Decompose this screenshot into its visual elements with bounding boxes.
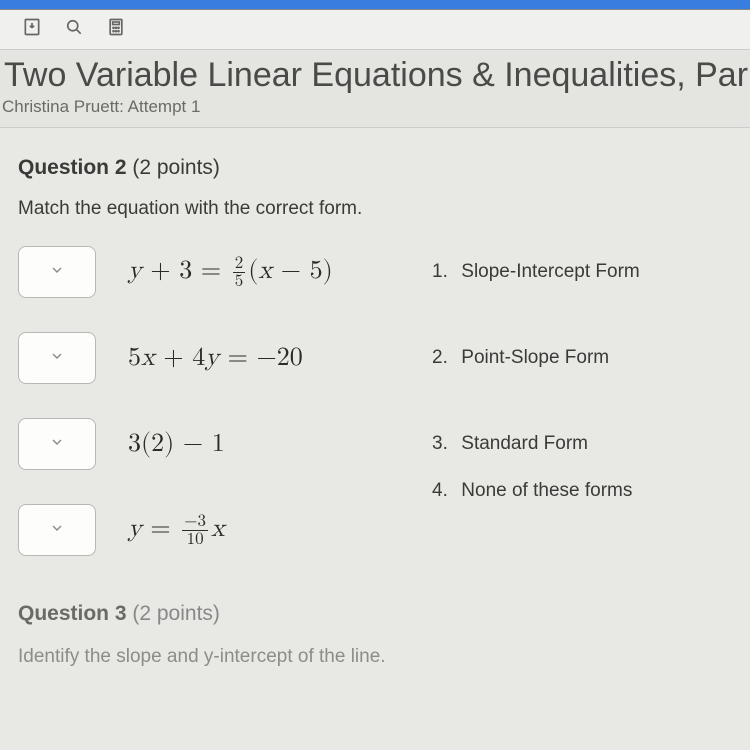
matching-grid: y + 3 = 25(x − 5) 1. Slope-Intercept For… (18, 246, 732, 556)
eq-text: = (142, 516, 180, 542)
spacer (18, 384, 732, 418)
eq-var: y (205, 345, 219, 371)
answer-number: 2. (432, 347, 456, 369)
chevron-down-icon (49, 348, 65, 369)
answer-option-3: 3. Standard Form (426, 433, 732, 455)
question-label: Question 3 (18, 602, 127, 625)
equation-4: y = −310x (128, 513, 408, 548)
equation-1: y + 3 = 25(x − 5) (128, 255, 408, 290)
answer-label: Standard Form (461, 433, 588, 454)
match-select-2[interactable] (18, 332, 96, 384)
answer-number: 3. (432, 433, 456, 455)
eq-var: x (258, 258, 272, 284)
chevron-down-icon (49, 520, 65, 541)
frac-den: 10 (185, 531, 206, 548)
eq-text: − 5) (272, 258, 333, 284)
answer-number: 1. (432, 261, 456, 283)
spacer (18, 298, 732, 332)
match-select-3[interactable] (18, 418, 96, 470)
header: Two Variable Linear Equations & Inequali… (0, 50, 750, 128)
eq-var: y (128, 258, 142, 284)
question-3: Question 3 (2 points) Identify the slope… (18, 602, 732, 668)
question-points: (2 points) (132, 156, 220, 179)
frac-num: −3 (182, 513, 208, 531)
question-2-prompt: Match the equation with the correct form… (18, 198, 732, 220)
fraction: 25 (233, 255, 246, 290)
question-label: Question 2 (18, 156, 127, 179)
fraction: −310 (182, 513, 208, 548)
search-icon[interactable] (64, 17, 84, 42)
eq-text: + 4 (155, 345, 206, 371)
attempt-subtitle: Christina Pruett: Attempt 1 (0, 95, 750, 123)
answer-number: 4. (432, 480, 456, 502)
match-select-4[interactable] (18, 504, 96, 556)
answer-option-4: 4. None of these forms (426, 480, 732, 502)
eq-text: + 3 = (142, 258, 230, 284)
answer-label: Slope-Intercept Form (461, 261, 639, 282)
chevron-down-icon (49, 262, 65, 283)
eq-var: x (211, 516, 225, 542)
question-points: (2 points) (132, 602, 220, 625)
browser-tab-strip (0, 0, 750, 10)
page-title: Two Variable Linear Equations & Inequali… (0, 54, 750, 95)
eq-text: 3(2) − 1 (128, 431, 225, 457)
frac-den: 5 (233, 273, 246, 290)
toolbar (0, 10, 750, 50)
eq-var: x (141, 345, 155, 371)
answer-label: None of these forms (461, 480, 632, 501)
equation-3: 3(2) − 1 (128, 429, 408, 460)
chevron-down-icon (49, 434, 65, 455)
download-icon[interactable] (22, 17, 42, 42)
eq-text: = −20 (219, 345, 303, 371)
question-3-prompt: Identify the slope and y-intercept of th… (18, 646, 732, 668)
answer-label: Point-Slope Form (461, 347, 609, 368)
eq-text: 5 (128, 345, 141, 371)
frac-num: 2 (233, 255, 246, 273)
match-select-1[interactable] (18, 246, 96, 298)
answer-option-1: 1. Slope-Intercept Form (426, 261, 732, 283)
eq-text: ( (248, 258, 258, 284)
answer-option-2: 2. Point-Slope Form (426, 347, 732, 369)
calculator-icon[interactable] (106, 17, 126, 42)
question-3-heading: Question 3 (2 points) (18, 602, 732, 626)
eq-var: y (128, 516, 142, 542)
content: Question 2 (2 points) Match the equation… (0, 128, 750, 668)
equation-2: 5x + 4y = −20 (128, 343, 408, 374)
question-2-heading: Question 2 (2 points) (18, 156, 732, 180)
